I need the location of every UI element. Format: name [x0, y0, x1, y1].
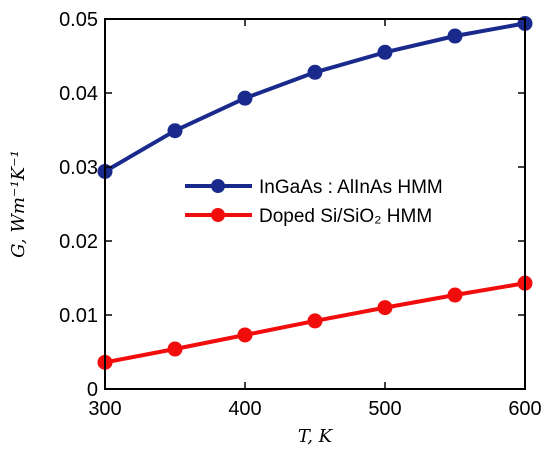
y-tick-label: 0.02 [59, 231, 98, 253]
data-point [377, 44, 393, 60]
legend-swatch-marker [211, 208, 225, 222]
data-point [307, 313, 323, 329]
legend-label: InGaAs : AlInAs HMM [259, 177, 443, 198]
data-point [307, 64, 323, 80]
plot-frame [104, 18, 526, 390]
legend-swatch-marker [211, 179, 225, 193]
legend: InGaAs : AlInAs HMM Doped Si/SiO₂ HMM [185, 177, 443, 227]
y-axis-label: G, Wm⁻¹K⁻¹ [8, 150, 29, 258]
legend-label: Doped Si/SiO₂ HMM [259, 206, 432, 227]
x-tick-label: 400 [228, 398, 261, 420]
data-point [237, 327, 253, 343]
x-tick-label: 600 [508, 398, 541, 420]
data-point [167, 341, 183, 357]
legend-item-ingaas: InGaAs : AlInAs HMM [185, 177, 443, 198]
y-tick-label: 0.01 [59, 305, 98, 327]
series-line-0 [103, 21, 526, 174]
ticks-layer: 300 400 500 600 0 0.01 0.02 0.03 0.04 0.05 [59, 9, 542, 420]
data-point [447, 287, 463, 303]
data-point [447, 28, 463, 44]
data-point [237, 90, 253, 106]
y-tick-label: 0 [87, 379, 98, 401]
y-tick-label: 0.03 [59, 157, 98, 179]
x-tick-label: 500 [368, 398, 401, 420]
data-point [377, 300, 393, 316]
data-point [167, 123, 183, 139]
legend-item-doped-si: Doped Si/SiO₂ HMM [185, 206, 432, 227]
y-tick-label: 0.05 [59, 9, 98, 31]
x-axis-label: T, K [298, 426, 334, 447]
y-tick-label: 0.04 [59, 83, 98, 105]
x-tick-label: 300 [88, 398, 121, 420]
